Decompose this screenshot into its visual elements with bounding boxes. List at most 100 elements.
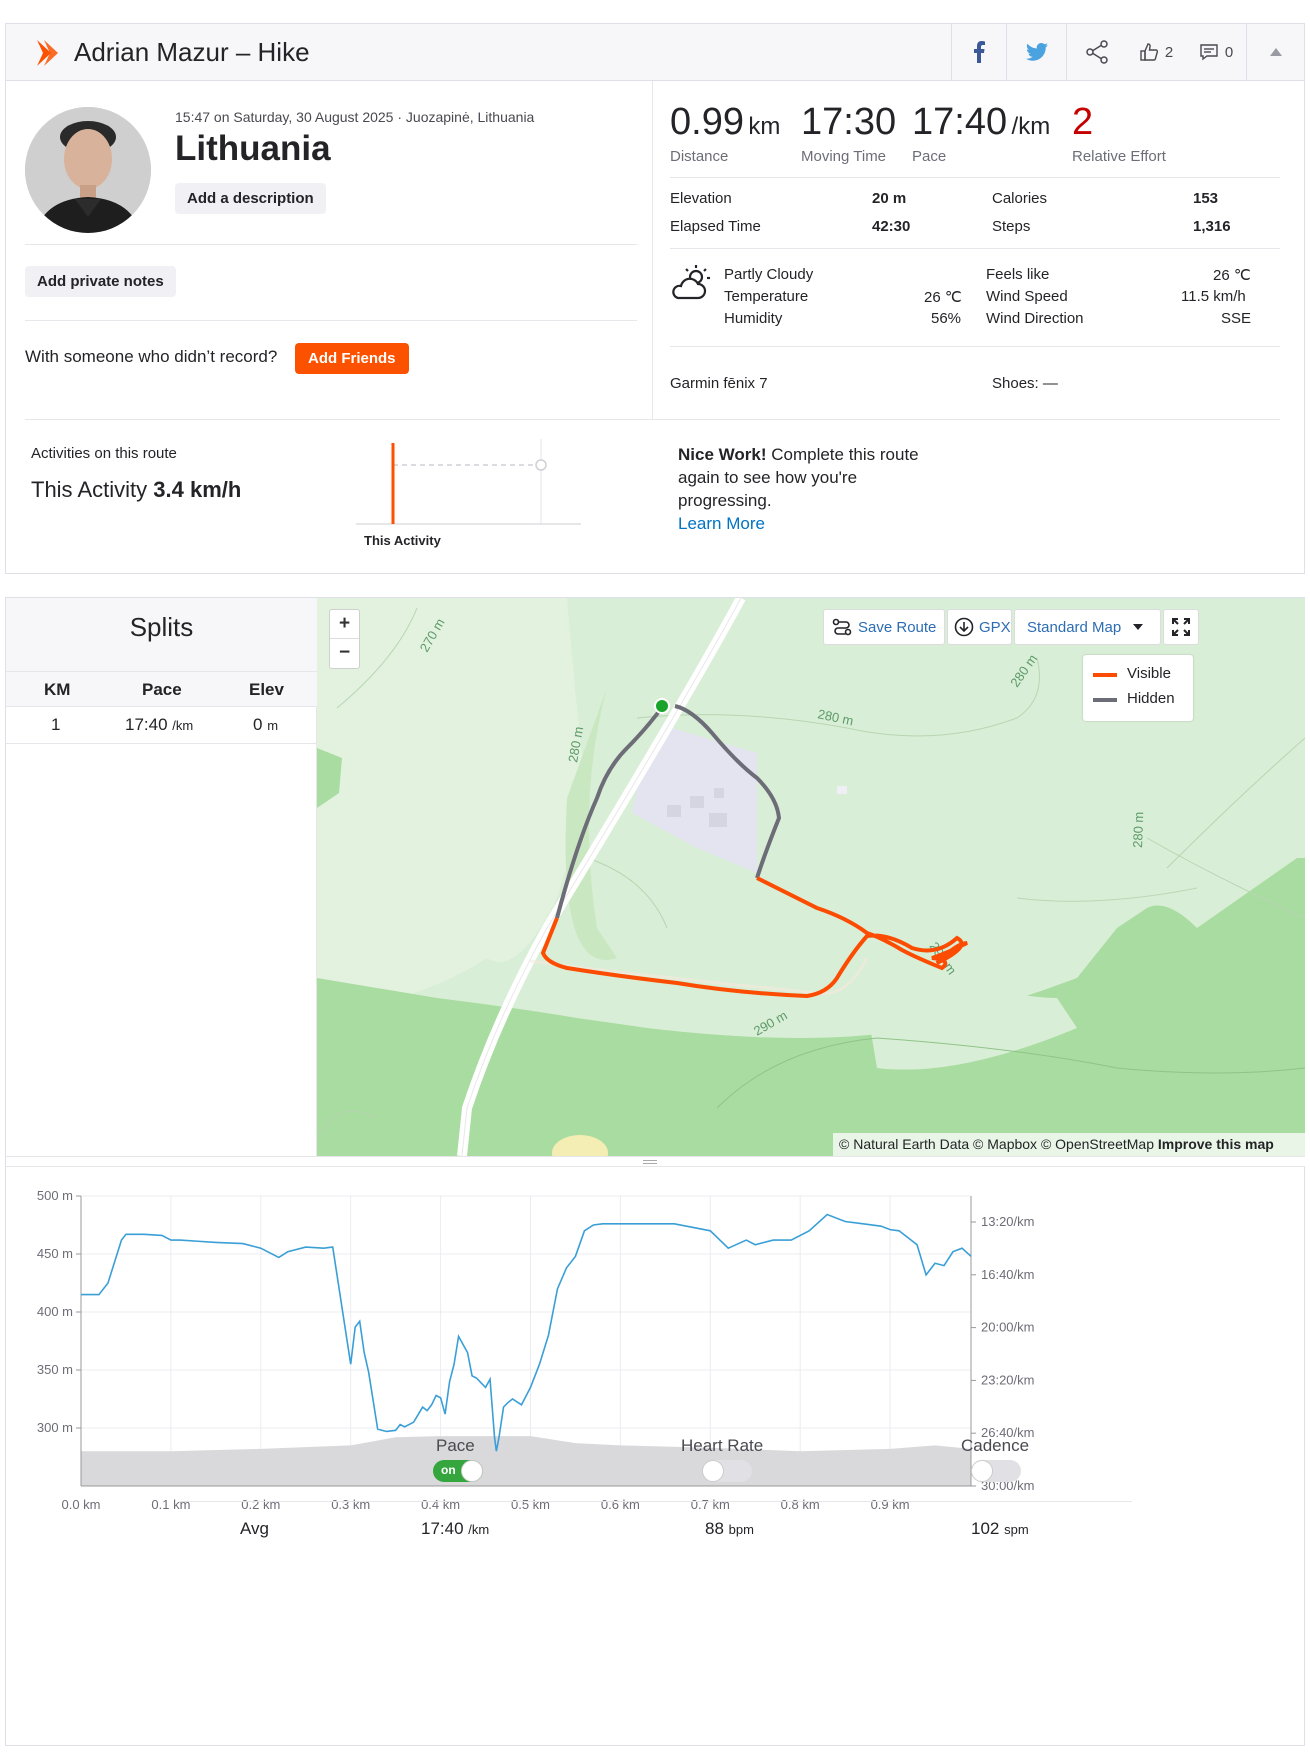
- with-someone-text: With someone who didn’t record?: [25, 347, 278, 366]
- save-route-label: Save Route: [858, 618, 937, 636]
- route-map[interactable]: 270 m 280 m 280 m 280 m 280 m 290 m 290 …: [317, 598, 1305, 1156]
- hidden-route-segment-2: [674, 704, 782, 879]
- x-tick-label: 0.5 km: [511, 1497, 550, 1512]
- route-comparison-chart: [356, 439, 581, 525]
- cadence-toggle-label: Cadence: [961, 1436, 1030, 1455]
- share-button[interactable]: [1066, 24, 1126, 80]
- pace-unit: /km: [1011, 113, 1051, 140]
- map-contour-label: 280 m: [1130, 811, 1146, 848]
- avatar-portrait-icon: [25, 107, 151, 233]
- nice-work-bold: Nice Work!: [678, 445, 767, 464]
- activity-name[interactable]: Lithuania: [175, 129, 331, 168]
- split-elev: 0 m: [253, 715, 278, 735]
- add-friends-button[interactable]: Add Friends: [295, 343, 409, 374]
- y-left-tick-label: 500 m: [37, 1188, 73, 1203]
- avg-hr-value: 88: [705, 1519, 724, 1538]
- avg-cadence: 102 spm: [971, 1519, 1029, 1539]
- wind-speed-label: Wind Speed: [986, 288, 1068, 305]
- collapse-button[interactable]: [1246, 24, 1305, 80]
- y-right-tick-label: 26:40/km: [981, 1425, 1034, 1440]
- gpx-label: GPX: [979, 618, 1011, 636]
- y-left-tick-label: 400 m: [37, 1304, 73, 1319]
- distance-label: Distance: [670, 148, 729, 165]
- legend-visible-swatch: [1093, 673, 1117, 677]
- facebook-icon: [974, 41, 985, 63]
- x-tick-label: 0.9 km: [871, 1497, 910, 1512]
- elevation-value: 20 m: [872, 190, 907, 207]
- comments-count: 0: [1224, 43, 1234, 61]
- map-legend: Visible Hidden: [1083, 655, 1193, 721]
- distance-unit: km: [748, 113, 781, 140]
- pace-toggle-state: on: [441, 1463, 456, 1477]
- pace-stat: 17:40 /km: [912, 101, 1050, 144]
- x-tick-label: 0.4 km: [421, 1497, 460, 1512]
- improve-map-link[interactable]: Improve this map: [1157, 1136, 1274, 1152]
- this-activity-speed: This Activity 3.4 km/h: [31, 477, 241, 503]
- gpx-download-button[interactable]: GPX: [947, 609, 1012, 645]
- heart-rate-toggle[interactable]: [702, 1460, 752, 1482]
- heart-rate-toggle-knob: [702, 1460, 724, 1482]
- distance-stat: 0.99 km: [670, 101, 780, 144]
- nice-work-line2: again to see how you're: [678, 468, 858, 487]
- x-tick-label: 0.0 km: [61, 1497, 100, 1512]
- split-km: 1: [51, 715, 61, 734]
- nice-work-line1: Complete this route: [766, 445, 919, 464]
- x-tick-label: 0.2 km: [241, 1497, 280, 1512]
- y-right-tick-label: 23:20/km: [981, 1372, 1034, 1387]
- legend-visible-label: Visible: [1127, 665, 1171, 682]
- nice-work-line3: progressing.: [678, 491, 772, 510]
- splits-col-km: KM: [44, 680, 71, 699]
- map-zoom-controls: + −: [329, 609, 360, 669]
- elevation-area: [81, 1436, 971, 1486]
- route-chart-future-point: [535, 459, 547, 471]
- twitter-share-button[interactable]: [1006, 24, 1066, 80]
- calories-value: 153: [1193, 190, 1219, 207]
- save-route-button[interactable]: Save Route: [823, 609, 945, 645]
- download-icon: [954, 617, 974, 637]
- device-name: Garmin fēnix 7: [670, 375, 768, 392]
- feels-like-label: Feels like: [986, 266, 1050, 283]
- pace-value: 17:40: [912, 101, 1008, 143]
- map-type-select[interactable]: Standard Map: [1014, 609, 1161, 645]
- avg-pace-value: 17:40: [421, 1519, 464, 1538]
- activity-header: Adrian Mazur – Hike 2 0: [5, 23, 1305, 81]
- start-marker[interactable]: [654, 698, 670, 714]
- relative-effort-label: Relative Effort: [1072, 148, 1166, 165]
- avg-hr-unit: bpm: [728, 1522, 754, 1537]
- temperature-value: 26 ℃: [924, 289, 962, 306]
- pace-toggle[interactable]: on: [433, 1460, 483, 1482]
- resize-handle[interactable]: [6, 1156, 1305, 1167]
- relative-effort-value[interactable]: 2: [1072, 101, 1094, 143]
- strava-logo-icon: [37, 40, 58, 66]
- facebook-share-button[interactable]: [951, 24, 1006, 80]
- avg-pace-unit: /km: [468, 1522, 490, 1537]
- zoom-in-button[interactable]: +: [330, 610, 359, 639]
- elevation-label: Elevation: [670, 190, 732, 207]
- avatar[interactable]: [25, 107, 151, 233]
- route-icon: [832, 618, 852, 636]
- visible-route-segment: [540, 876, 968, 999]
- activity-date-location: 15:47 on Saturday, 30 August 2025 · Juoz…: [175, 109, 535, 125]
- thumbs-up-icon: [1140, 43, 1158, 61]
- splits-header-row: [6, 671, 317, 707]
- splits-title: Splits: [129, 612, 194, 642]
- moving-time-value: 17:30: [801, 101, 897, 143]
- add-private-notes-button[interactable]: Add private notes: [25, 266, 176, 297]
- cadence-toggle[interactable]: [971, 1460, 1021, 1482]
- caret-up-icon: [1270, 48, 1282, 56]
- split-pace-unit: /km: [172, 718, 194, 733]
- comments-button[interactable]: 0: [1186, 24, 1246, 80]
- learn-more-link[interactable]: Learn More: [678, 514, 765, 533]
- y-left-tick-label: 450 m: [37, 1246, 73, 1261]
- activity-summary-card: 15:47 on Saturday, 30 August 2025 · Juoz…: [5, 80, 1305, 574]
- share-icon: [1085, 40, 1108, 64]
- add-description-button[interactable]: Add a description: [175, 183, 326, 214]
- fullscreen-button[interactable]: [1163, 609, 1199, 645]
- kudos-button[interactable]: 2: [1126, 24, 1186, 80]
- legend-hidden-label: Hidden: [1127, 690, 1175, 707]
- elevation-pace-chart[interactable]: 0.0 km 0.1 km 0.2 km 0.3 km 0.4 km 0.5 km 0.6 …: [6, 1168, 1305, 1538]
- pace-label: Pace: [912, 148, 947, 165]
- humidity-value: 56%: [931, 310, 962, 327]
- zoom-out-button[interactable]: −: [338, 642, 351, 663]
- attribution-text: © Natural Earth Data © Mapbox © OpenStre…: [839, 1136, 1154, 1152]
